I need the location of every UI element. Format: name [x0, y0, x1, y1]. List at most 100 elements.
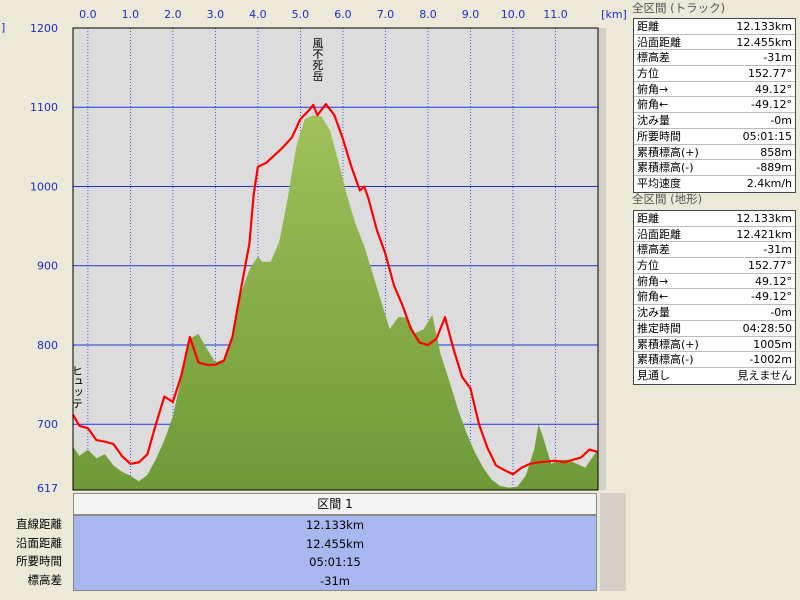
terrain-stat-row: 累積標高(+) 1005m: [634, 337, 795, 353]
x-tick-label: 1.0: [122, 8, 140, 21]
section-value-straight-distance: 12.133km: [305, 518, 365, 532]
x-tick-label: 8.0: [419, 8, 437, 21]
track-stat-row: 沿面距離 12.455km: [634, 35, 795, 51]
stat-label: 累積標高(+): [637, 337, 699, 351]
stat-label: 距離: [637, 20, 659, 33]
y-tick-label: 617: [37, 482, 58, 492]
terrain-stat-row: 推定時間 04:28:50: [634, 321, 795, 337]
section-header[interactable]: 区間 1: [73, 493, 597, 515]
x-axis-unit-label: [km]: [601, 8, 627, 21]
stat-value: -31m: [763, 243, 792, 257]
stat-label: 俯角←: [637, 290, 669, 304]
terrain-stat-row: 俯角→ 49.12°: [634, 274, 795, 290]
stat-label: 標高差: [637, 243, 670, 257]
stat-label: 平均速度: [637, 176, 681, 190]
terrain-area: [73, 115, 598, 490]
terrain-stat-row: 見通し 見えません: [634, 368, 795, 384]
section-label-straight-distance: 直線距離: [16, 517, 62, 531]
terrain-stat-row: 沿面距離 12.421km: [634, 227, 795, 243]
terrain-stat-row: 沈み量 -0m: [634, 305, 795, 321]
stat-value: 49.12°: [755, 274, 792, 288]
y-tick-label: 1200: [30, 22, 58, 35]
x-tick-label: 9.0: [462, 8, 480, 21]
terrain-stat-row: 方位 152.77°: [634, 258, 795, 274]
section-label-surface-distance: 沿面距離: [16, 535, 62, 550]
track-stat-row: 距離 12.133km: [634, 19, 795, 35]
left-edge-mark: ]: [1, 21, 6, 34]
y-tick-label: 900: [37, 260, 58, 273]
track-stat-row: 俯角→ 49.12°: [634, 82, 795, 98]
stat-value: -49.12°: [751, 290, 792, 304]
tick-layer: 0.0 1.0 2.0 3.0 4.0 5.0 6.0 7.0 8.0 9.0 10.0 11.0 [k…: [30, 8, 627, 492]
stat-value: 1005m: [753, 337, 792, 351]
stat-value: -889m: [756, 161, 792, 175]
track-panel-title: 全区間 (トラック): [632, 1, 726, 15]
stat-label: 所要時間: [637, 129, 681, 143]
track-stat-row: 累積標高(-) -889m: [634, 160, 795, 176]
track-stat-row: 俯角← -49.12°: [634, 97, 795, 114]
stat-label: 方位: [637, 67, 659, 81]
track-stat-row: 標高差 -31m: [634, 50, 795, 67]
x-tick-label: 5.0: [292, 8, 310, 21]
x-tick-label: 7.0: [377, 8, 395, 21]
x-tick-label: 0.0: [79, 8, 97, 21]
track-stat-row: 方位 152.77°: [634, 66, 795, 82]
y-tick-label: 1000: [30, 180, 58, 193]
stat-value: 見えません: [737, 368, 792, 382]
x-tick-label: 3.0: [207, 8, 225, 21]
stat-value: -0m: [770, 114, 792, 128]
x-tick-label: 2.0: [164, 8, 182, 21]
section-values: 12.133km 12.455km 05:01:15 -31m: [73, 515, 597, 591]
x-tick-label: 11.0: [543, 8, 568, 21]
track-layer: [72, 102, 599, 476]
stat-value: 152.77°: [748, 259, 792, 273]
stat-value: -0m: [770, 306, 792, 320]
terrain-panel-title: 全区間 (地形): [632, 192, 703, 206]
stat-label: 俯角←: [637, 98, 669, 112]
terrain-stat-row: 距離 12.133km: [634, 211, 795, 227]
peak-annotation: 風不死岳: [311, 37, 324, 81]
section-labels: 直線距離 沿面距離 所要時間 標高差: [0, 515, 62, 589]
stat-value: 152.77°: [748, 67, 792, 81]
stat-label: 俯角→: [637, 82, 669, 96]
stat-value: 04:28:50: [742, 321, 792, 335]
x-tick-label: 10.0: [501, 8, 526, 21]
stat-value: 12.133km: [736, 20, 792, 33]
stat-label: 俯角→: [637, 274, 669, 288]
plot-right-scroll[interactable]: [598, 28, 606, 490]
elevation-profile-chart: 0.0 1.0 2.0 3.0 4.0 5.0 6.0 7.0 8.0 9.0 10.0 11.0 [k…: [30, 8, 627, 492]
bottom-scrollbar[interactable]: [600, 493, 626, 591]
stat-label: 沈み量: [637, 114, 670, 128]
section-value-elevation-diff: -31m: [320, 573, 350, 588]
stat-label: 累積標高(-): [637, 161, 694, 175]
y-tick-label: 700: [37, 418, 58, 431]
section-value-duration: 05:01:15: [309, 555, 361, 569]
stat-value: 05:01:15: [742, 129, 792, 143]
stat-value: 12.455km: [736, 35, 792, 49]
stat-label: 累積標高(-): [637, 353, 694, 367]
stat-label: 沿面距離: [637, 227, 681, 241]
stat-value: 12.421km: [736, 227, 792, 241]
terrain-layer: [73, 115, 598, 490]
section-label-duration: 所要時間: [16, 554, 62, 568]
track-stat-row: 累積標高(+) 858m: [634, 145, 795, 161]
section-label-elevation-diff: 標高差: [27, 572, 63, 587]
stat-value: -1002m: [749, 353, 792, 367]
stat-value: 12.133km: [736, 212, 792, 225]
terrain-stat-row: 累積標高(-) -1002m: [634, 352, 795, 368]
x-tick-label: 6.0: [334, 8, 352, 21]
track-line: [72, 102, 599, 476]
stat-label: 距離: [637, 212, 659, 225]
y-tick-label: 1100: [30, 101, 58, 114]
peak-annotation: ヒュッテ: [71, 364, 84, 408]
track-stats-table: 距離 12.133km 沿面距離 12.455km 標高差 -31m 方位 152.77…: [633, 18, 796, 193]
stat-value: -31m: [763, 51, 792, 65]
x-tick-label: 4.0: [249, 8, 267, 21]
stat-label: 見通し: [637, 368, 670, 382]
terrain-stat-row: 標高差 -31m: [634, 242, 795, 259]
track-stat-row: 所要時間 05:01:15: [634, 129, 795, 145]
track-stat-row: 平均速度 2.4km/h: [634, 176, 795, 192]
terrain-stat-row: 俯角← -49.12°: [634, 289, 795, 306]
stat-label: 標高差: [637, 51, 670, 65]
